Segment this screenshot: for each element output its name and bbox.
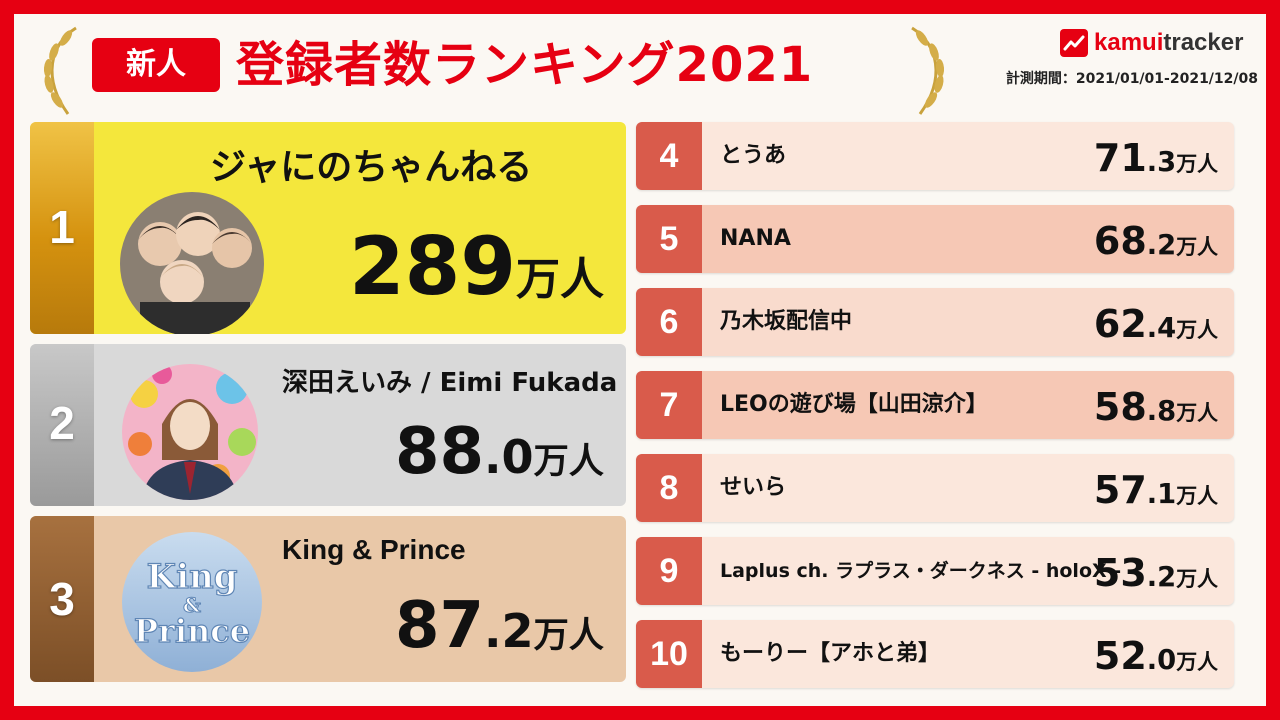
- rank-number: 4: [636, 122, 702, 190]
- rank-band: [30, 344, 94, 506]
- subscriber-unit: 万人: [1176, 401, 1218, 425]
- subscriber-count: 68.2万人: [1094, 205, 1218, 273]
- rank-number: 7: [636, 371, 702, 439]
- subscriber-count: 52.0万人: [1094, 620, 1218, 688]
- avatar-logo-king: King: [147, 557, 238, 597]
- measurement-period: 計測期間：2021/01/01-2021/12/08: [1005, 71, 1258, 87]
- channel-name: もーりー【アホと弟】: [720, 641, 941, 666]
- subscriber-count: 88.0万人: [395, 414, 604, 500]
- rank-number: 6: [636, 288, 702, 356]
- subscriber-value: 71: [1093, 136, 1147, 180]
- page-title: 登録者数ランキング2021: [236, 37, 814, 93]
- subscriber-unit: 万人: [1176, 235, 1218, 259]
- subscriber-decimal: .8: [1146, 396, 1177, 427]
- subscriber-unit: 万人: [533, 441, 604, 482]
- rank-row-8: 8 せいら 57.1万人: [636, 454, 1234, 522]
- logo-text-prefix: kamui: [1094, 29, 1164, 56]
- subscriber-count: 53.2万人: [1094, 537, 1218, 605]
- subscriber-decimal: .2: [484, 604, 534, 658]
- subscriber-value: 58: [1093, 385, 1147, 429]
- subscriber-unit: 万人: [1176, 318, 1218, 342]
- subscriber-unit: 万人: [516, 254, 604, 305]
- subscriber-count: 71.3万人: [1094, 122, 1218, 190]
- rank-row-9: 9 Laplus ch. ラプラス・ダークネス - holoX - 53.2万人: [636, 537, 1234, 605]
- subscriber-unit: 万人: [1176, 152, 1218, 176]
- subscriber-value: 57: [1093, 468, 1147, 512]
- rank-row-6: 6 乃木坂配信中 62.4万人: [636, 288, 1234, 356]
- subscriber-value: 289: [349, 220, 516, 313]
- rank-2-card: 2 深田えいみ / Eimi Fukada 88.0万人: [30, 344, 626, 506]
- rank-number: 8: [636, 454, 702, 522]
- channel-name: LEOの遊び場【山田涼介】: [720, 392, 988, 417]
- channel-avatar: [120, 192, 264, 334]
- subscriber-unit: 万人: [1176, 484, 1218, 508]
- rank-number: 3: [49, 573, 75, 625]
- subscriber-count: 58.8万人: [1094, 371, 1218, 439]
- rank-1-card: 1 ジャにのちゃんねる 289万人: [30, 122, 626, 334]
- subscriber-decimal: .0: [484, 430, 534, 484]
- rank-band: [30, 122, 94, 334]
- subscriber-value: 68: [1093, 219, 1147, 263]
- channel-name: せいら: [720, 475, 787, 500]
- channel-name: とうあ: [720, 143, 787, 168]
- laurel-right-icon: [911, 26, 945, 115]
- channel-name: NANA: [720, 226, 791, 251]
- new-badge: 新人: [92, 38, 220, 92]
- channel-name: 深田えいみ / Eimi Fukada: [282, 368, 618, 398]
- group-avatar-icon: [120, 192, 264, 334]
- channel-avatar: King & Prince: [122, 532, 262, 672]
- subscriber-unit: 万人: [533, 615, 604, 656]
- rank-3-card: 3 King & Prince King & Prince 87.2万人: [30, 516, 626, 682]
- subscriber-value: 87: [394, 589, 485, 663]
- subscriber-value: 53: [1093, 551, 1147, 595]
- rank-number: 1: [49, 201, 75, 253]
- subscriber-decimal: .4: [1146, 313, 1177, 344]
- subscriber-value: 52: [1093, 634, 1147, 678]
- rank-row-4: 4 とうあ 71.3万人: [636, 122, 1234, 190]
- rank-number: 5: [636, 205, 702, 273]
- ranking-panel: 新人 登録者数ランキング2021 kamuitracker 計測期間：2021/…: [14, 14, 1266, 706]
- rank-number: 2: [49, 397, 75, 449]
- trend-chart-icon: [1060, 29, 1088, 57]
- person-avatar-icon: [122, 364, 258, 500]
- channel-name: ジャにのちゃんねる: [210, 147, 533, 188]
- rank-row-10: 10 もーりー【アホと弟】 52.0万人: [636, 620, 1234, 688]
- avatar-logo-prince: Prince: [134, 612, 250, 650]
- rank-number: 10: [636, 620, 702, 688]
- laurel-left-icon: [43, 26, 77, 115]
- rank-number: 9: [636, 537, 702, 605]
- subscriber-count: 57.1万人: [1094, 454, 1218, 522]
- subscriber-count: 87.2万人: [395, 588, 604, 674]
- subscriber-decimal: .3: [1146, 147, 1177, 178]
- subscriber-unit: 万人: [1176, 567, 1218, 591]
- subscriber-decimal: .2: [1146, 230, 1177, 261]
- subscriber-decimal: .2: [1146, 562, 1177, 593]
- subscriber-unit: 万人: [1176, 650, 1218, 674]
- subscriber-decimal: .1: [1146, 479, 1177, 510]
- channel-name: Laplus ch. ラプラス・ダークネス - holoX -: [720, 560, 1122, 582]
- channel-avatar: [122, 364, 258, 500]
- subscriber-count: 62.4万人: [1094, 288, 1218, 356]
- brand-logo: kamuitracker: [1060, 26, 1243, 60]
- logo-text-suffix: tracker: [1163, 29, 1244, 56]
- subscriber-value: 62: [1093, 302, 1147, 346]
- rank-row-5: 5 NANA 68.2万人: [636, 205, 1234, 273]
- rank-row-7: 7 LEOの遊び場【山田涼介】 58.8万人: [636, 371, 1234, 439]
- channel-name: 乃木坂配信中: [720, 309, 853, 334]
- subscriber-value: 88: [394, 415, 485, 489]
- king-prince-logo-icon: King & Prince: [122, 532, 262, 672]
- avatar-logo-amp: &: [183, 593, 201, 617]
- subscriber-count: 289万人: [349, 222, 604, 325]
- rank-band: [30, 516, 94, 682]
- channel-name: King & Prince: [282, 534, 466, 565]
- subscriber-decimal: .0: [1146, 645, 1177, 676]
